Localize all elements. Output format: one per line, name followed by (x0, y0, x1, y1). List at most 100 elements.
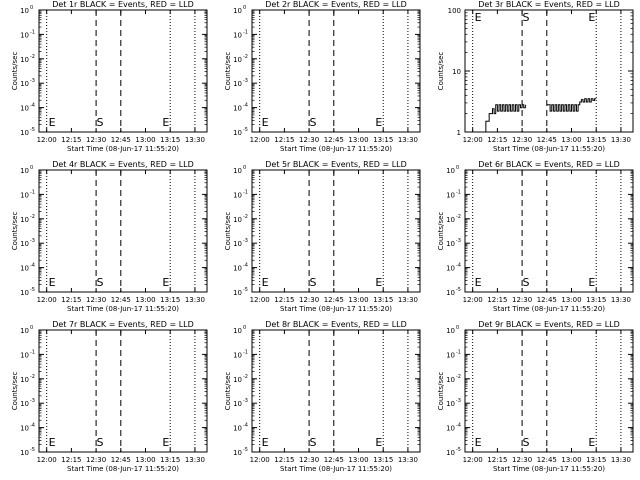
marker-label: E (262, 116, 269, 129)
series-line-2 (546, 98, 597, 112)
y-tick-label: 10 (20, 425, 29, 433)
panel-title: Det 1r BLACK = Events, RED = LLD (52, 0, 194, 9)
y-tick-label: 10 (20, 31, 29, 39)
y-axis-label: Counts/sec (224, 212, 232, 251)
x-tick-label: 13:30 (185, 136, 205, 144)
y-tick-label: 10 (446, 449, 455, 457)
y-tick-label: 10 (20, 400, 29, 408)
x-tick-label: 12:30 (86, 296, 106, 304)
x-tick-label: 12:45 (324, 456, 344, 464)
detector-panel-8: Det 8r BLACK = Events, RED = LLD E S E 12:00… (224, 320, 421, 473)
y-axis-label: Counts/sec (224, 52, 232, 91)
y-tick-label: 10 (446, 376, 455, 384)
plot-frame (38, 329, 208, 453)
x-axis-label: Start Time (08-Jun-17 11:55:20) (280, 465, 392, 473)
y-tick-label: 10 (233, 289, 242, 297)
panel-title: Det 9r BLACK = Events, RED = LLD (478, 320, 620, 329)
marker-label: E (475, 276, 482, 289)
x-tick-label: 12:30 (299, 296, 319, 304)
y-axis-label: Counts/sec (11, 52, 19, 91)
x-tick-label: 12:45 (537, 136, 557, 144)
x-tick-label: 13:00 (561, 296, 581, 304)
marker-label: E (375, 276, 382, 289)
x-tick-label: 13:00 (135, 296, 155, 304)
detector-panel-4: Det 4r BLACK = Events, RED = LLD E S E 12:00… (11, 160, 208, 313)
x-tick-label: 12:15 (274, 296, 294, 304)
y-tick-label: 10 (233, 216, 242, 224)
y-tick-label: 10 (233, 351, 242, 359)
x-tick-label: 13:15 (160, 456, 180, 464)
marker-label: E (588, 276, 595, 289)
x-tick-label: 12:45 (111, 296, 131, 304)
plot-frame (38, 9, 208, 133)
marker-label: E (475, 11, 482, 24)
y-axis-label: Counts/sec (437, 372, 445, 411)
panel-title: Det 6r BLACK = Events, RED = LLD (478, 160, 620, 169)
x-tick-label: 12:45 (111, 136, 131, 144)
y-tick-label: 10 (20, 7, 29, 15)
y-tick-label: 10 (446, 425, 455, 433)
y-tick-label: 1 (457, 129, 461, 137)
y-tick-label: 10 (452, 68, 461, 76)
x-tick-label: 13:00 (348, 136, 368, 144)
marker-label: S (96, 116, 103, 129)
y-tick-label: 10 (20, 351, 29, 359)
marker-label: E (162, 436, 169, 449)
x-axis-label: Start Time (08-Jun-17 11:55:20) (67, 465, 179, 473)
x-tick-label: 12:00 (250, 296, 270, 304)
plot-frame (464, 329, 634, 453)
x-tick-label: 13:00 (348, 456, 368, 464)
x-tick-label: 13:30 (185, 296, 205, 304)
x-tick-label: 12:30 (512, 296, 532, 304)
marker-label: E (49, 436, 56, 449)
y-tick-exponent: -3 (30, 398, 35, 404)
y-tick-exponent: -5 (243, 447, 248, 453)
y-tick-label: 10 (20, 56, 29, 64)
y-tick-label: 100 (448, 7, 461, 15)
x-tick-label: 12:15 (274, 136, 294, 144)
marker-label: E (375, 436, 382, 449)
x-tick-label: 13:15 (586, 456, 606, 464)
x-tick-label: 12:00 (463, 136, 483, 144)
y-tick-exponent: -2 (456, 374, 461, 380)
y-tick-exponent: 0 (30, 165, 33, 171)
detector-panel-1: Det 1r BLACK = Events, RED = LLD E S E 12:00… (11, 0, 208, 153)
y-tick-exponent: -4 (243, 423, 248, 429)
y-tick-label: 10 (233, 327, 242, 335)
x-tick-label: 12:15 (61, 136, 81, 144)
y-tick-exponent: -1 (243, 349, 248, 355)
y-tick-label: 10 (20, 289, 29, 297)
y-tick-exponent: -3 (30, 78, 35, 84)
y-tick-label: 10 (233, 425, 242, 433)
y-axis-label: Counts/sec (437, 212, 445, 251)
y-axis-label: Counts/sec (437, 52, 445, 91)
x-tick-label: 13:30 (185, 456, 205, 464)
x-tick-label: 12:15 (274, 456, 294, 464)
x-tick-label: 12:30 (299, 136, 319, 144)
y-axis-label: Counts/sec (11, 372, 19, 411)
y-tick-exponent: 0 (30, 5, 33, 11)
y-tick-label: 10 (20, 449, 29, 457)
y-tick-exponent: 0 (243, 165, 246, 171)
y-tick-label: 10 (20, 80, 29, 88)
y-tick-label: 10 (233, 240, 242, 248)
y-tick-exponent: -1 (456, 189, 461, 195)
y-tick-exponent: -1 (30, 29, 35, 35)
x-tick-label: 12:15 (487, 136, 507, 144)
x-tick-label: 13:30 (611, 136, 631, 144)
y-tick-label: 10 (233, 56, 242, 64)
y-tick-exponent: -3 (456, 238, 461, 244)
x-tick-label: 13:15 (373, 296, 393, 304)
x-tick-label: 12:45 (111, 456, 131, 464)
y-tick-exponent: -1 (456, 349, 461, 355)
y-tick-exponent: -1 (243, 189, 248, 195)
x-tick-label: 12:00 (37, 456, 57, 464)
y-tick-exponent: -4 (30, 263, 35, 269)
marker-label: S (309, 276, 316, 289)
x-tick-label: 12:15 (61, 456, 81, 464)
x-tick-label: 13:30 (398, 456, 418, 464)
y-tick-exponent: -5 (456, 447, 461, 453)
x-tick-label: 12:30 (512, 456, 532, 464)
y-tick-label: 10 (20, 265, 29, 273)
